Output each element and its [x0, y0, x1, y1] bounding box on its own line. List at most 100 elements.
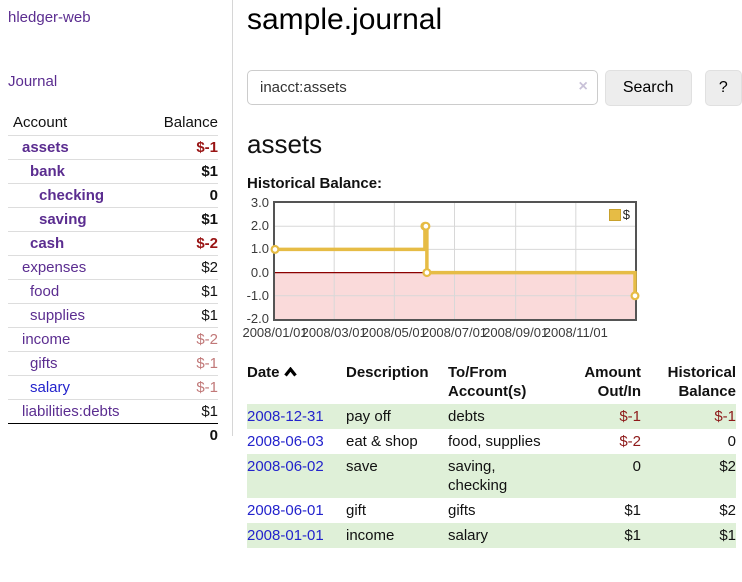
x-tick-label: 2008/03/01 [301, 325, 367, 340]
app-title-link[interactable]: hledger-web [8, 9, 91, 26]
y-tick-label: 2.0 [250, 218, 269, 234]
account-row-checking: checking 0 [8, 183, 218, 208]
account-row-food: food $1 [8, 279, 218, 304]
y-tick-label: -1.0 [246, 287, 269, 303]
transaction-description: gift [346, 502, 367, 519]
transaction-balance: $-1 [641, 404, 736, 429]
y-tick-label: 1.0 [250, 241, 269, 257]
transaction-amount: $1 [624, 502, 641, 519]
y-tick-label: 0.0 [250, 264, 269, 280]
transaction-accounts: debts [448, 404, 566, 429]
account-balance: $2 [149, 255, 218, 280]
transaction-amount: $1 [566, 523, 641, 548]
account-row-saving: saving $1 [8, 207, 218, 232]
account-balance: $1 [149, 159, 218, 184]
chart-x-axis: 2008/01/01 2008/03/01 2008/05/01 2008/07/01… [242, 325, 742, 341]
account-row-income: income $-2 [8, 327, 218, 352]
register-table: Date Description To/From Account(s) Amou… [247, 360, 736, 548]
y-tick-label: -2.0 [246, 311, 269, 326]
transaction-date-link[interactable]: 2008-06-02 [247, 458, 324, 475]
account-balance: $-2 [149, 231, 218, 256]
search-button[interactable]: Search [604, 70, 692, 106]
accounts-total: 0 [149, 423, 218, 448]
account-heading: assets [247, 129, 323, 159]
clear-search-icon[interactable]: × [578, 78, 588, 95]
register-row: 2008-01-01 income salary $1 $1 [247, 523, 736, 548]
transaction-amount: $-1 [566, 404, 641, 429]
x-tick-label: 2008/01/01 [242, 325, 308, 340]
register-row: 2008-06-02 save saving, checking 0 $2 [247, 454, 736, 498]
register-row: 2008-12-31 pay off debts $-1 $-1 [247, 404, 736, 429]
accounts-table: Account Balance assets $-1 bank $1 check… [8, 111, 218, 448]
sidebar-item-journal[interactable]: Journal [8, 73, 58, 90]
sidebar: hledger-web Journal Account Balance asse… [0, 0, 233, 448]
balance-chart: 3.0 2.0 1.0 0.0 -1.0 -2.0 $ 2008/01/01 2008/03… [242, 195, 742, 343]
transaction-balance: $1 [641, 523, 736, 548]
y-tick-label: 3.0 [250, 195, 269, 210]
account-balance: $1 [149, 303, 218, 328]
account-link[interactable]: expenses [22, 259, 87, 276]
account-row-cash: cash $-2 [8, 231, 218, 256]
transaction-amount: 0 [566, 454, 641, 498]
transaction-balance: 0 [727, 433, 736, 450]
transaction-accounts: salary [448, 523, 566, 548]
account-balance: 0 [149, 183, 218, 208]
transaction-description: save [346, 454, 448, 498]
account-link[interactable]: gifts [30, 355, 58, 372]
transaction-balance: $2 [719, 502, 736, 519]
transaction-accounts: food, supplies [448, 433, 541, 450]
account-link[interactable]: income [22, 331, 71, 348]
search-form: × Search ? [247, 70, 742, 106]
account-balance: $-1 [149, 375, 218, 400]
transaction-date-link[interactable]: 2008-06-01 [247, 502, 324, 519]
search-input[interactable] [247, 70, 598, 105]
account-link[interactable]: supplies [30, 307, 86, 324]
account-link[interactable]: food [30, 283, 60, 300]
accounts-column-header: To/From Account(s) [448, 364, 527, 400]
transaction-date-link[interactable]: 2008-12-31 [247, 408, 324, 425]
transaction-date-link[interactable]: 2008-01-01 [247, 527, 324, 544]
chart-legend: $ [607, 207, 631, 222]
account-row-gifts: gifts $-1 [8, 351, 218, 376]
balance-column-header: Historical Balance [667, 364, 736, 400]
help-button[interactable]: ? [704, 70, 742, 106]
transaction-date-link[interactable]: 2008-06-03 [247, 433, 324, 450]
account-link[interactable]: checking [39, 187, 105, 204]
account-row-supplies: supplies $1 [8, 303, 218, 328]
date-column-header[interactable]: Date [247, 360, 346, 404]
account-row-liabilities-debts: liabilities:debts $1 [8, 399, 218, 424]
account-row-expenses: expenses $2 [8, 255, 218, 280]
legend-label: $ [622, 207, 630, 222]
register-header-row: Date Description To/From Account(s) Amou… [247, 360, 736, 404]
register-row: 2008-06-03 eat & shop food, supplies $-2… [247, 429, 736, 454]
account-link[interactable]: bank [30, 163, 66, 180]
chart-y-axis: 3.0 2.0 1.0 0.0 -1.0 -2.0 [246, 195, 269, 326]
account-row-bank: bank $1 [8, 159, 218, 184]
transaction-description: income [346, 523, 448, 548]
account-balance: $1 [149, 207, 218, 232]
chart-title: Historical Balance: [247, 175, 383, 192]
account-column-header: Account [13, 114, 68, 131]
description-column-header: Description [346, 364, 429, 381]
account-link[interactable]: cash [30, 235, 65, 252]
chart-plot-svg [270, 203, 640, 319]
account-link[interactable]: saving [39, 211, 87, 228]
page-title: sample.journal [247, 3, 443, 36]
account-balance: $1 [149, 279, 218, 304]
account-balance: $1 [149, 399, 218, 424]
account-link[interactable]: liabilities:debts [22, 403, 120, 420]
account-link[interactable]: salary [30, 379, 71, 396]
transaction-description: eat & shop [346, 433, 418, 450]
amount-column-header: Amount Out/In [584, 364, 641, 400]
chart-plot-area: $ [270, 201, 640, 321]
account-balance: $-1 [149, 135, 218, 160]
account-row-assets: assets $-1 [8, 135, 218, 160]
account-balance: $-1 [149, 351, 218, 376]
accounts-total-row: 0 [8, 423, 218, 448]
legend-swatch-icon [608, 208, 621, 221]
transaction-amount: $-2 [619, 433, 641, 450]
transaction-accounts: saving, checking [448, 454, 566, 498]
x-tick-label: 2008/05/01 [361, 325, 427, 340]
transaction-description: pay off [346, 404, 448, 429]
account-link[interactable]: assets [22, 139, 69, 156]
